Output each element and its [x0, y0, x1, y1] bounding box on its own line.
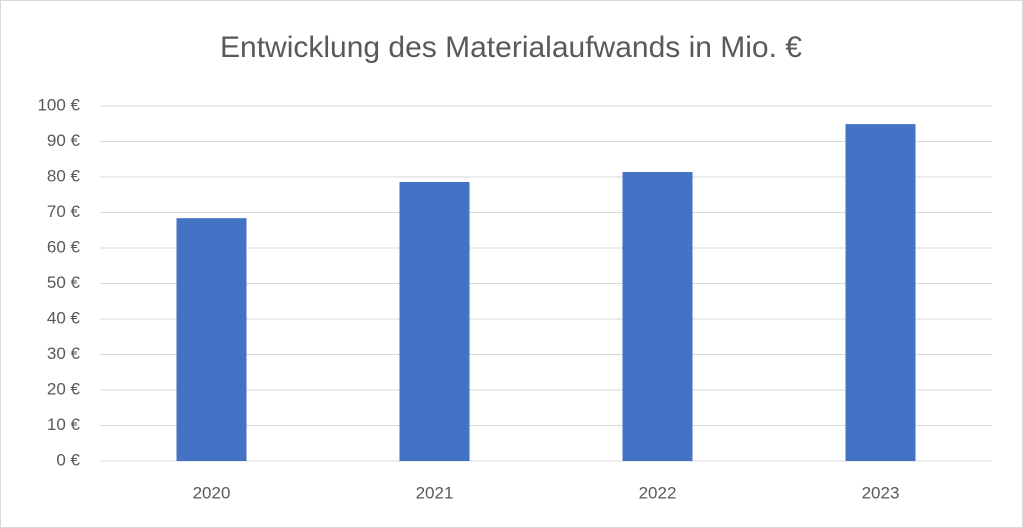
bar	[622, 172, 693, 461]
chart-title: Entwicklung des Materialaufwands in Mio.…	[220, 31, 802, 64]
x-tick-label: 2022	[639, 483, 677, 502]
bar	[845, 124, 916, 461]
y-tick-label: 10 €	[47, 415, 81, 434]
y-tick-label: 70 €	[47, 202, 81, 221]
y-tick-label: 30 €	[47, 344, 81, 363]
y-tick-label: 20 €	[47, 379, 81, 398]
x-tick-label: 2021	[416, 483, 454, 502]
y-tick-label: 50 €	[47, 273, 81, 292]
y-tick-label: 0 €	[56, 450, 80, 469]
y-tick-label: 80 €	[47, 166, 81, 185]
y-tick-label: 100 €	[37, 95, 80, 114]
bar	[399, 181, 470, 461]
y-tick-label: 40 €	[47, 308, 81, 327]
y-tick-label: 90 €	[47, 131, 81, 150]
y-tick-label: 60 €	[47, 237, 81, 256]
x-tick-label: 2020	[193, 483, 231, 502]
x-tick-label: 2023	[862, 483, 900, 502]
bar	[176, 218, 247, 461]
